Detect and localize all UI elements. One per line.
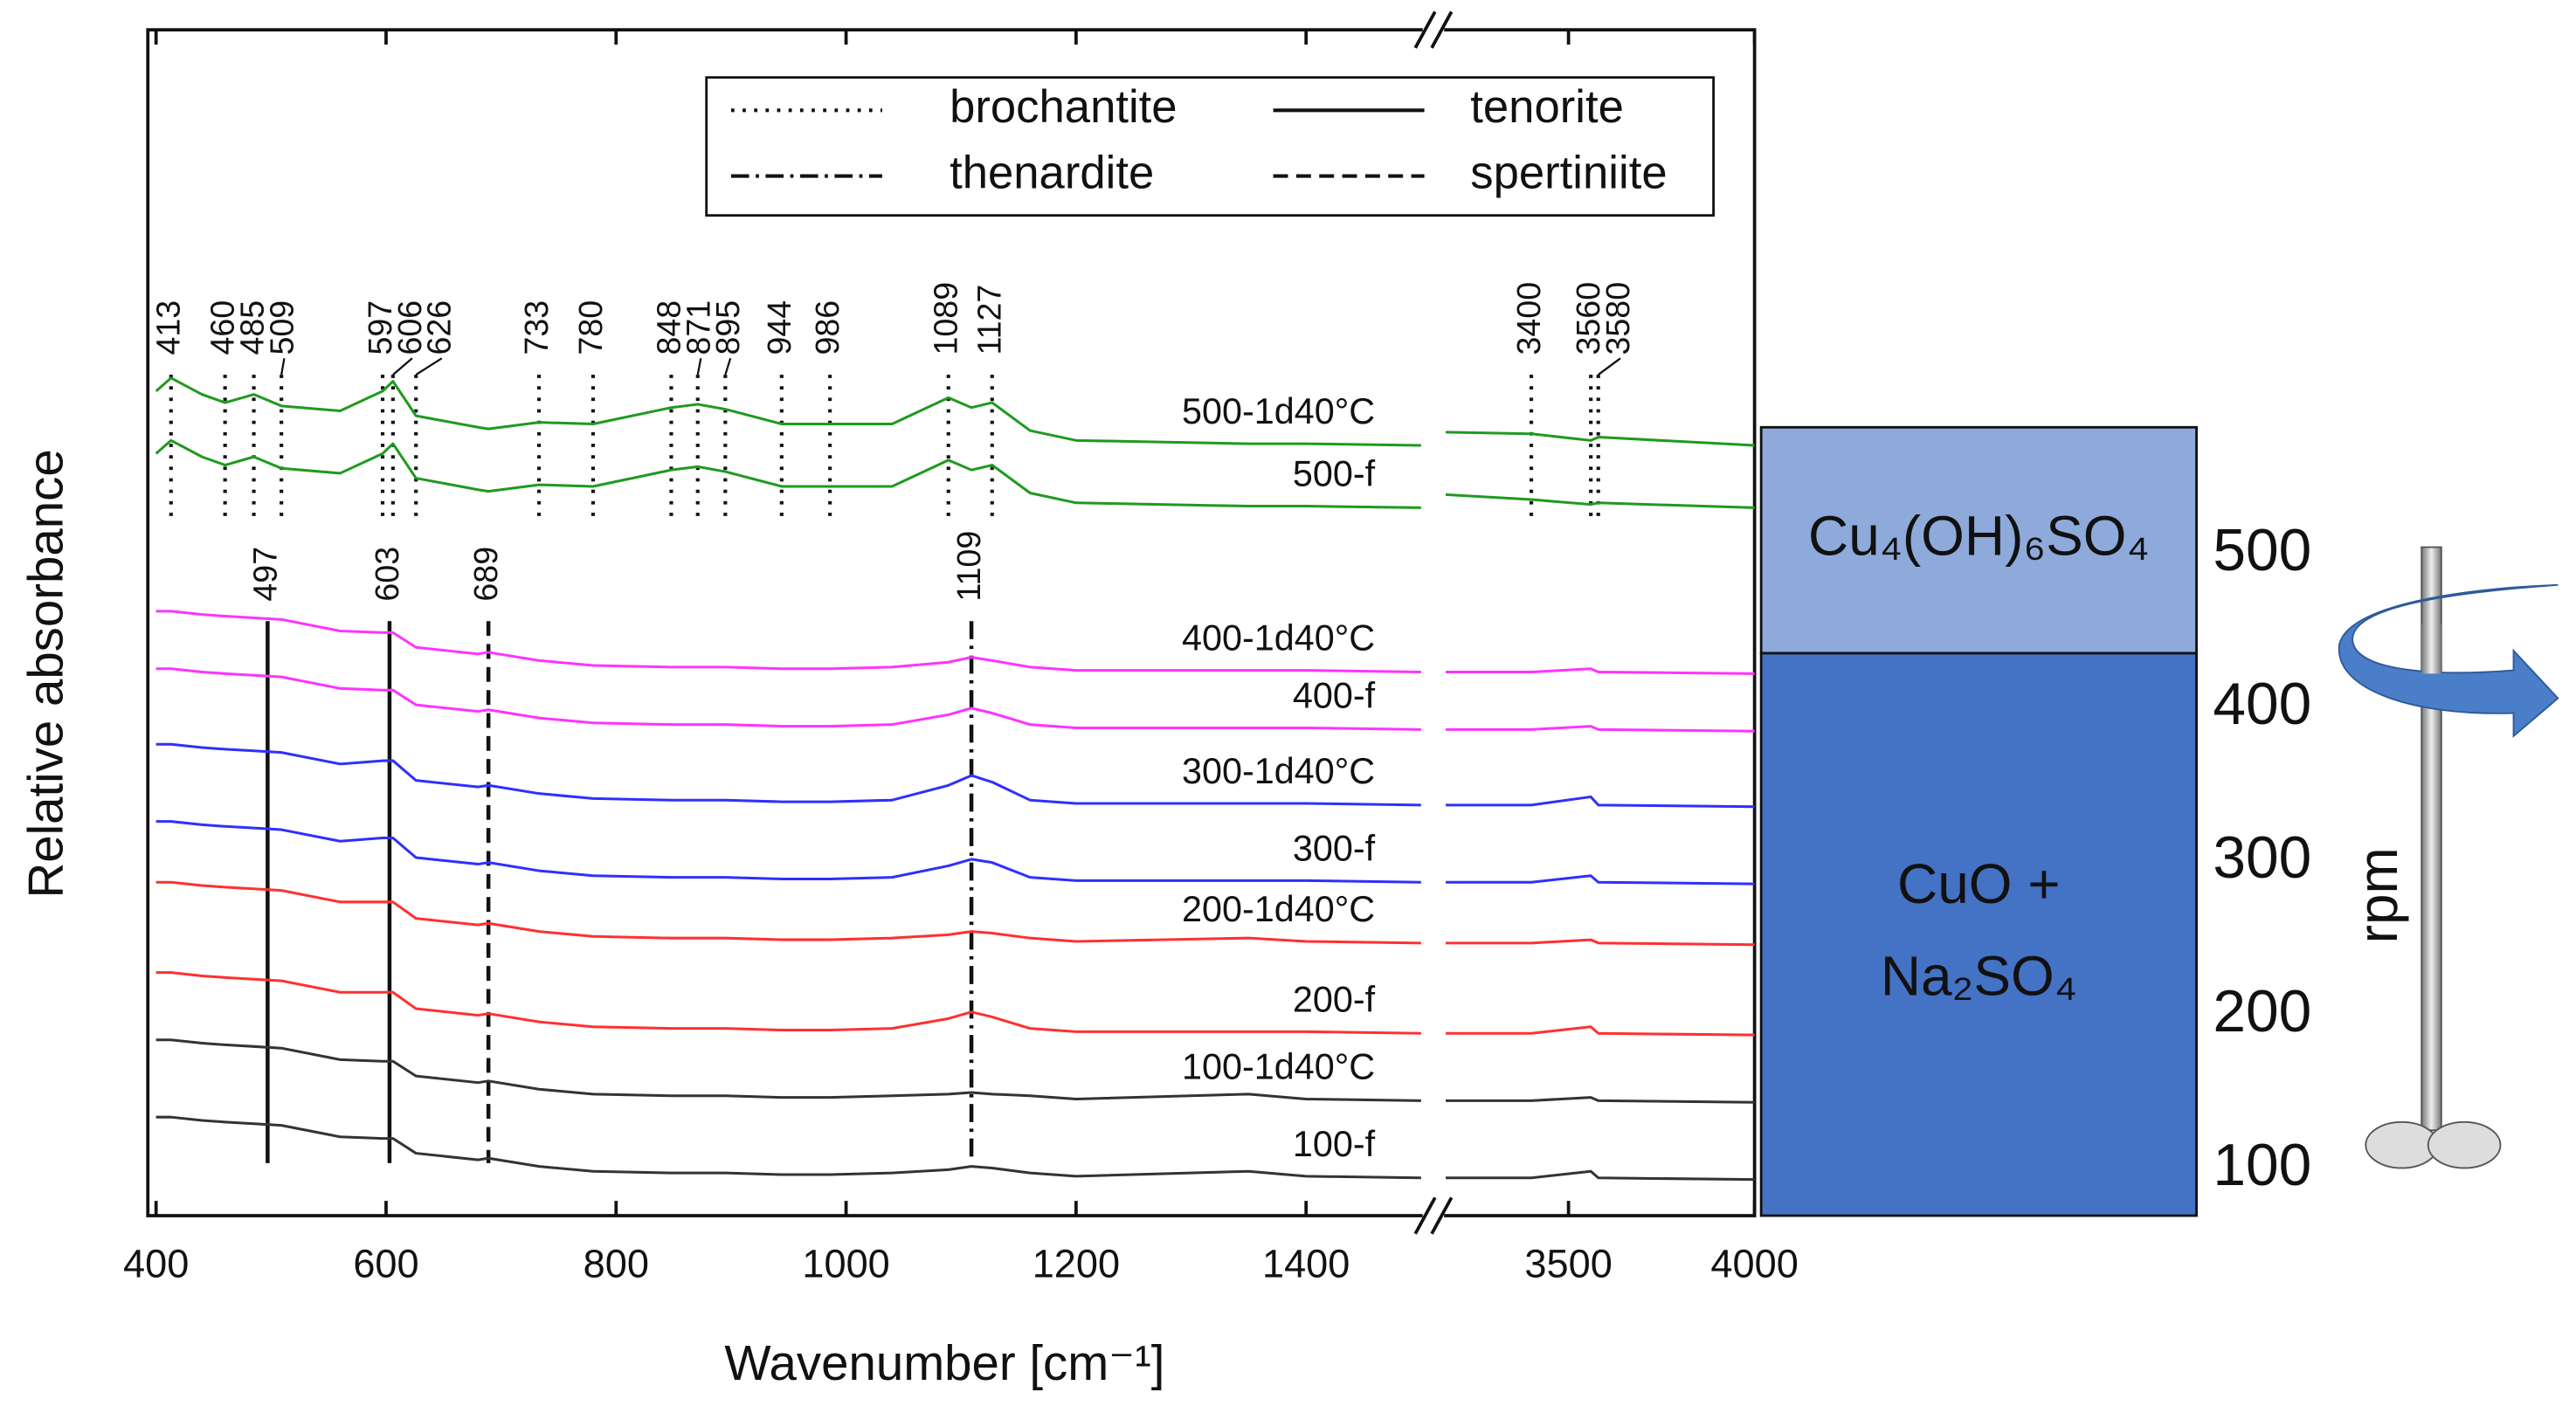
phase-label: Na₂SO₄ [1881, 945, 2077, 1008]
spectrum-line [155, 742, 1755, 809]
series-label: 300-f [1293, 828, 1376, 868]
x-axis-label: Wavenumber [cm⁻¹] [724, 1335, 1164, 1390]
peak-label: 780 [572, 300, 609, 355]
phase-label: CuO + [1897, 852, 2061, 915]
axis-break-mark [1413, 1196, 1437, 1235]
legend-label: tenorite [1470, 81, 1624, 133]
series-label: 200-1d40°C [1182, 889, 1375, 929]
x-tick-label: 1400 [1262, 1241, 1350, 1285]
y-tick-label: 100 [2213, 1133, 2311, 1198]
spectrum-line [155, 820, 1755, 886]
legend-label: spertiniite [1470, 147, 1667, 198]
series-label: 400-1d40°C [1182, 618, 1375, 658]
series-label: 200-f [1293, 979, 1376, 1019]
x-tick-label: 3500 [1524, 1241, 1612, 1285]
spectrum-line [155, 1038, 1755, 1104]
peak-label: 871 [680, 300, 716, 355]
y-tick-label: 500 [2213, 518, 2311, 583]
peak-label: 3580 [1599, 282, 1636, 355]
x-tick-label: 4000 [1710, 1241, 1798, 1285]
axis-break-mark [1430, 10, 1454, 49]
peak-label: 848 [650, 300, 687, 355]
peak-label: 1089 [928, 282, 964, 355]
series-label: 400-f [1293, 676, 1376, 716]
legend-box [705, 76, 1716, 217]
peak-label: 509 [263, 300, 300, 355]
axis-break-gap [1422, 24, 1445, 35]
y-tick-label: 300 [2213, 825, 2311, 891]
rpm-label: rpm [2346, 847, 2409, 943]
peak-label: 733 [518, 300, 555, 355]
peak-label: 3560 [1570, 282, 1606, 355]
label-leader [724, 357, 732, 376]
series-label: 300-1d40°C [1182, 751, 1375, 791]
label-leader [415, 357, 443, 376]
spectrum-line [155, 376, 1755, 447]
peak-label: 497 [246, 547, 283, 602]
peak-label: 603 [369, 547, 405, 602]
y-tick-label: 400 [2213, 672, 2311, 737]
phase-region [1759, 425, 2198, 655]
label-leader [1598, 357, 1621, 376]
label-leader [280, 358, 286, 376]
x-tick-label: 1000 [802, 1241, 889, 1285]
axis-break-mark [1413, 10, 1437, 49]
spectrum-line [155, 1115, 1755, 1182]
label-leader [696, 358, 702, 376]
y-axis-label: Relative absorbance [17, 449, 73, 898]
spectrum-line [155, 880, 1755, 947]
peak-label: 413 [150, 300, 187, 355]
legend-label: brochantite [950, 81, 1178, 133]
spectrum-line [155, 610, 1755, 675]
spectrum-line [155, 667, 1755, 733]
peak-label: 597 [362, 300, 398, 355]
x-tick-label: 600 [353, 1241, 418, 1285]
spectrum-line [155, 438, 1755, 509]
peak-label: 485 [233, 300, 270, 355]
peak-label: 895 [709, 300, 746, 355]
x-tick-label: 400 [123, 1241, 189, 1285]
peak-label: 3400 [1510, 282, 1547, 355]
series-label: 500-1d40°C [1182, 391, 1375, 431]
axis-break-mark [1430, 1196, 1454, 1235]
peak-label: 460 [204, 300, 241, 355]
peak-label: 689 [467, 547, 504, 602]
label-leader [392, 357, 413, 376]
peak-label: 1109 [950, 531, 987, 602]
axis-break-gap [1422, 1210, 1445, 1221]
y-tick-label: 200 [2213, 979, 2311, 1044]
peak-label: 626 [421, 300, 458, 355]
plot-frame [146, 28, 1757, 1217]
series-label: 100-1d40°C [1182, 1047, 1375, 1087]
series-label: 500-f [1293, 454, 1376, 494]
peak-label: 944 [761, 300, 798, 355]
peak-label: 1127 [971, 285, 1008, 355]
phase-region [1759, 651, 2198, 1217]
phase-label: Cu₄(OH)₆SO₄ [1808, 505, 2150, 568]
spectrum-line [155, 971, 1755, 1037]
peak-label: 986 [809, 300, 846, 355]
x-tick-label: 800 [584, 1241, 649, 1285]
x-tick-label: 1200 [1032, 1241, 1120, 1285]
stirrer-icon [2338, 546, 2559, 1169]
peak-label: 606 [391, 300, 428, 355]
series-label: 100-f [1293, 1124, 1376, 1164]
legend-label: thenardite [950, 147, 1154, 198]
